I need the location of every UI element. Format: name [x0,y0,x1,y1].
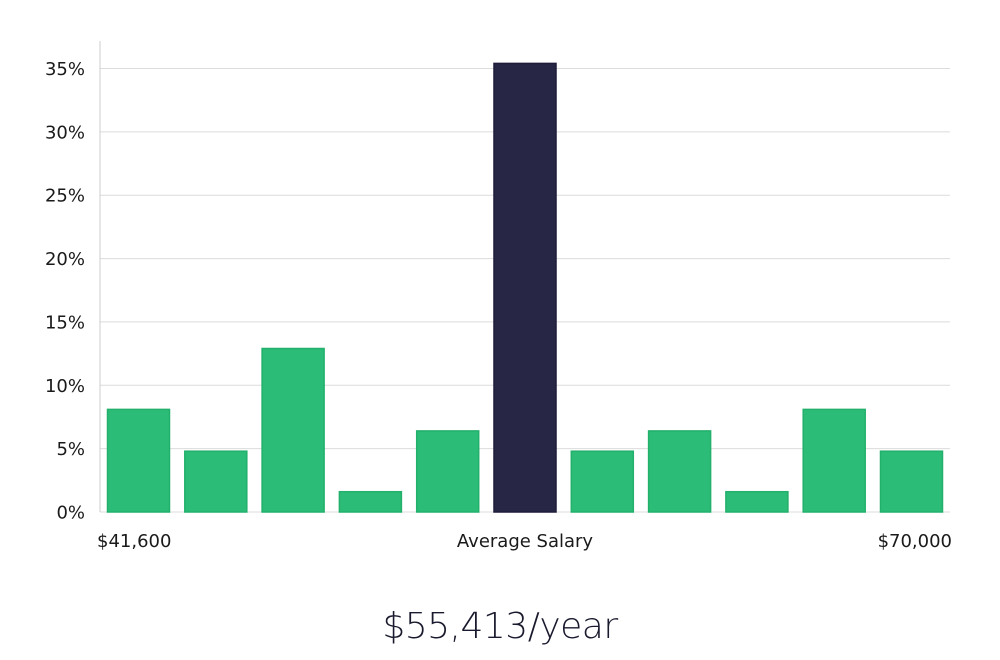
bars [106,62,944,513]
x-max-label: $70,000 [878,531,952,552]
y-tick-label: 0% [56,503,85,524]
y-tick-label: 15% [45,312,85,333]
bar [338,490,403,513]
bar [879,450,944,513]
y-tick-labels: 0% 5% 10% 15% 20% 25% 30% 35% [45,59,85,524]
average-salary-value: $55,413/year [382,606,618,647]
bar [184,450,248,513]
x-min-label: $41,600 [97,531,171,552]
bar [802,408,866,513]
bar [725,490,789,513]
y-tick-label: 35% [45,59,85,80]
y-tick-label: 20% [45,249,85,270]
bar [647,430,712,513]
salary-histogram: 0% 5% 10% 15% 20% 25% 30% 35% $41,600 Average S… [45,41,952,552]
y-tick-label: 5% [56,439,85,460]
x-axis-title: Average Salary [457,531,594,552]
y-tick-label: 25% [45,186,85,207]
bar [261,347,325,513]
y-tick-label: 10% [45,376,85,397]
bar [570,450,635,513]
bar [415,430,480,513]
bar-average-salary [493,62,557,513]
y-tick-label: 30% [45,122,85,143]
bar [106,408,171,513]
